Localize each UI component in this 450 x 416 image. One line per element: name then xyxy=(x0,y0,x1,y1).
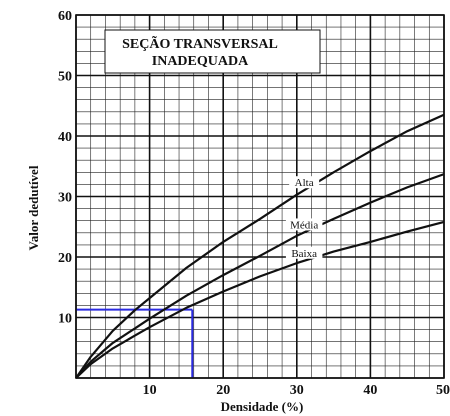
reference-line xyxy=(76,308,194,378)
x-tick-label: 10 xyxy=(143,383,157,398)
y-tick-label: 40 xyxy=(58,130,72,145)
plot-border xyxy=(75,14,445,379)
plot-frame xyxy=(75,14,445,379)
y-tick-label: 10 xyxy=(58,312,72,327)
series-label-bg xyxy=(285,218,323,231)
series-line-alta xyxy=(75,113,445,379)
series-line-média xyxy=(75,173,445,379)
series-label-bg xyxy=(289,176,320,189)
y-tick-label: 60 xyxy=(58,9,72,24)
tick-labels: 10 20 30 40 50 10 20 30 40 50 60 xyxy=(58,9,450,398)
y-tick-label: 50 xyxy=(58,70,72,85)
series-label-baixa: Baixa xyxy=(291,248,317,260)
series-label-bg xyxy=(285,246,323,259)
y-tick-label: 30 xyxy=(58,191,72,206)
x-tick-label: 30 xyxy=(290,383,304,398)
series-label-alta: Alta xyxy=(295,177,314,189)
series-group: Alta Média Baixa xyxy=(75,113,445,379)
y-axis-label: Valor dedutível xyxy=(26,165,41,250)
x-tick-label: 40 xyxy=(363,383,377,398)
series-label-média: Média xyxy=(290,219,318,231)
x-axis-label: Densidade (%) xyxy=(221,399,304,414)
x-tick-label: 20 xyxy=(216,383,230,398)
chart-title-line-2: INADEQUADA xyxy=(152,54,249,69)
title-box: SEÇÃO TRANSVERSAL INADEQUADA xyxy=(104,29,321,74)
x-tick-label: 50 xyxy=(436,383,450,398)
chart-title-line-1: SEÇÃO TRANSVERSAL xyxy=(122,34,278,52)
series-line-baixa xyxy=(75,220,445,379)
y-tick-label: 20 xyxy=(58,251,72,266)
